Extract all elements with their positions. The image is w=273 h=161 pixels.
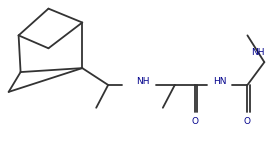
Text: O: O bbox=[244, 117, 251, 126]
Text: O: O bbox=[191, 117, 198, 126]
Text: NH: NH bbox=[136, 77, 150, 86]
Text: HN: HN bbox=[213, 77, 227, 86]
Text: NH: NH bbox=[251, 48, 265, 57]
